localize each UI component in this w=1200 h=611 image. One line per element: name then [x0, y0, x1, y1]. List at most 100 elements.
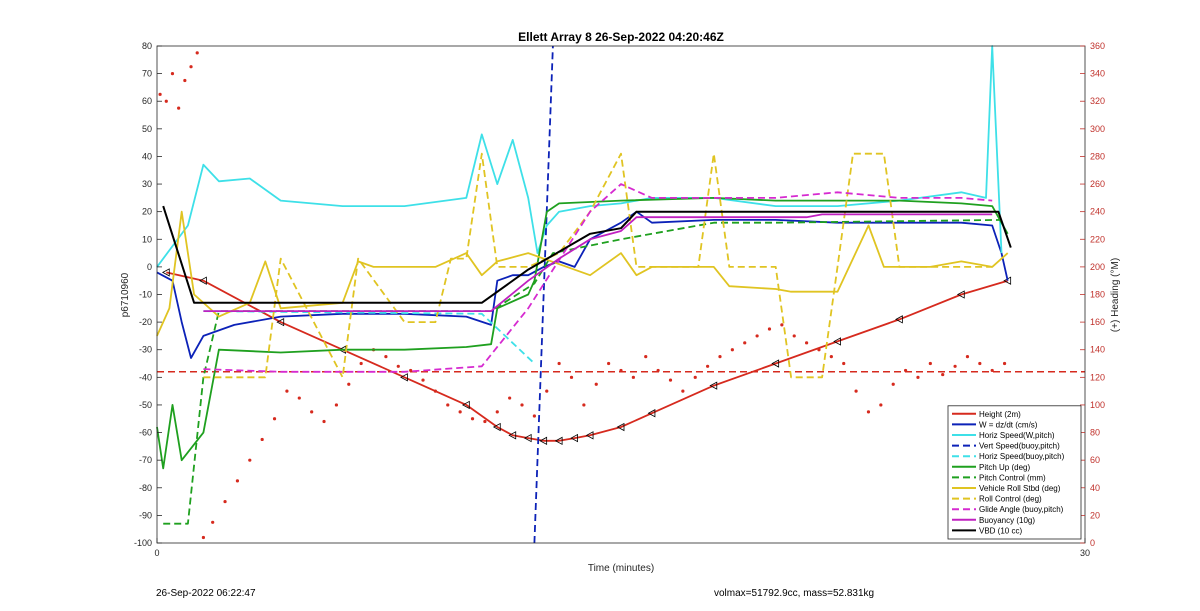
heading-point	[767, 327, 772, 331]
y-tick-label-right: 0	[1090, 538, 1095, 548]
x-axis-label: Time (minutes)	[588, 563, 654, 574]
heading-point	[619, 368, 623, 373]
legend-entry: Height (2m)	[979, 410, 1021, 419]
heading-point	[631, 375, 635, 379]
heading-point	[384, 355, 388, 359]
heading-point	[569, 375, 574, 379]
heading-point	[297, 396, 301, 400]
height-marker	[461, 400, 470, 410]
heading-point	[953, 364, 957, 368]
heading-point	[594, 382, 598, 386]
series-layer	[156, 45, 1085, 544]
legend-entry: W = dz/dt (cm/s)	[979, 420, 1038, 429]
heading-point	[582, 403, 586, 407]
heading-point	[347, 382, 351, 386]
heading-point	[854, 389, 858, 393]
y-tick-label: -100	[134, 538, 152, 548]
height-marker	[616, 422, 625, 432]
legend-entry: Buoyancy (10g)	[979, 516, 1035, 525]
heading-point	[916, 375, 920, 379]
series-line-3	[533, 45, 554, 544]
heading-point	[189, 65, 193, 69]
heading-point	[978, 361, 982, 366]
heading-point	[483, 419, 487, 424]
heading-point	[285, 389, 289, 393]
legend-entry: Horiz Speed(buoy,pitch)	[979, 452, 1065, 461]
heading-point	[470, 417, 475, 421]
heading-point	[668, 378, 673, 382]
heading-point	[842, 361, 846, 366]
heading-point	[170, 72, 175, 76]
y-tick-label: 10	[142, 234, 152, 244]
x-tick-label: 0	[154, 548, 159, 558]
x-tick-label: 30	[1080, 548, 1090, 558]
heading-point	[183, 78, 187, 83]
y-tick-label: -80	[139, 483, 152, 493]
y-tick-label-right: 80	[1090, 428, 1100, 438]
heading-point	[990, 368, 994, 373]
legend-entry: Vehicle Roll Stbd (deg)	[979, 484, 1061, 493]
footer-timestamp: 26-Sep-2022 06:22:47	[156, 588, 256, 599]
axes-layer: -100-90-80-70-60-50-40-30-20-10010203040…	[134, 41, 1105, 558]
height-marker	[554, 436, 563, 446]
series-line-9	[203, 183, 993, 373]
series-line-10	[203, 213, 993, 313]
height-marker	[276, 317, 285, 327]
heading-point	[681, 389, 685, 393]
y-tick-label: -50	[139, 400, 152, 410]
y-tick-label: 50	[142, 124, 152, 134]
y-tick-label-right: 260	[1090, 179, 1105, 189]
legend-entry: Horiz Speed(W,pitch)	[979, 431, 1055, 440]
heading-point	[458, 410, 462, 414]
y-tick-label: 60	[142, 96, 152, 106]
heading-point	[359, 361, 363, 366]
heading-point	[755, 334, 759, 338]
heading-point	[903, 368, 908, 373]
height-marker	[539, 436, 548, 446]
heading-point	[780, 323, 784, 327]
height-marker	[161, 268, 170, 277]
y-tick-label: 70	[142, 69, 152, 79]
height-marker	[956, 290, 965, 299]
y-tick-label: -60	[139, 428, 152, 438]
heading-point	[607, 361, 611, 366]
series-line-0	[166, 271, 1008, 442]
height-marker	[523, 433, 532, 443]
y-tick-label: -20	[139, 317, 152, 327]
height-marker	[570, 433, 578, 443]
legend-box	[947, 405, 1082, 540]
y-tick-label-right: 360	[1090, 41, 1105, 51]
heading-point	[1002, 361, 1007, 366]
legend-entry: Pitch Control (mm)	[979, 473, 1046, 482]
height-marker	[771, 359, 780, 368]
heading-point	[866, 410, 871, 414]
heading-point	[829, 355, 833, 359]
series-line-6	[163, 219, 1002, 525]
series-line-5	[156, 196, 1009, 470]
y-tick-label-right: 300	[1090, 124, 1105, 134]
heading-point	[545, 389, 549, 393]
heading-point	[520, 403, 524, 407]
y-tick-label: -10	[139, 290, 152, 300]
heading-point	[260, 437, 264, 442]
heading-point	[211, 520, 215, 524]
heading-point	[158, 92, 162, 96]
height-marker	[709, 381, 718, 390]
y-tick-label-right: 220	[1090, 234, 1105, 244]
heading-point	[706, 364, 710, 368]
y-tick-label: -70	[139, 455, 152, 465]
series-line-8	[203, 152, 993, 379]
y-tick-label-right: 180	[1090, 290, 1105, 300]
heading-point	[223, 499, 227, 504]
heading-point	[656, 368, 660, 373]
plot-background	[157, 46, 1085, 543]
heading-point	[235, 479, 240, 483]
heading-point	[644, 355, 648, 359]
heading-point	[396, 364, 400, 368]
y-tick-label-right: 240	[1090, 207, 1105, 217]
height-marker	[508, 431, 517, 440]
footer-volmax-mass: volmax=51792.9cc, mass=52.831kg	[714, 588, 875, 599]
y-axis-label-right: (+) Heading (°M)	[1110, 258, 1121, 332]
y-tick-label: -90	[139, 510, 152, 520]
